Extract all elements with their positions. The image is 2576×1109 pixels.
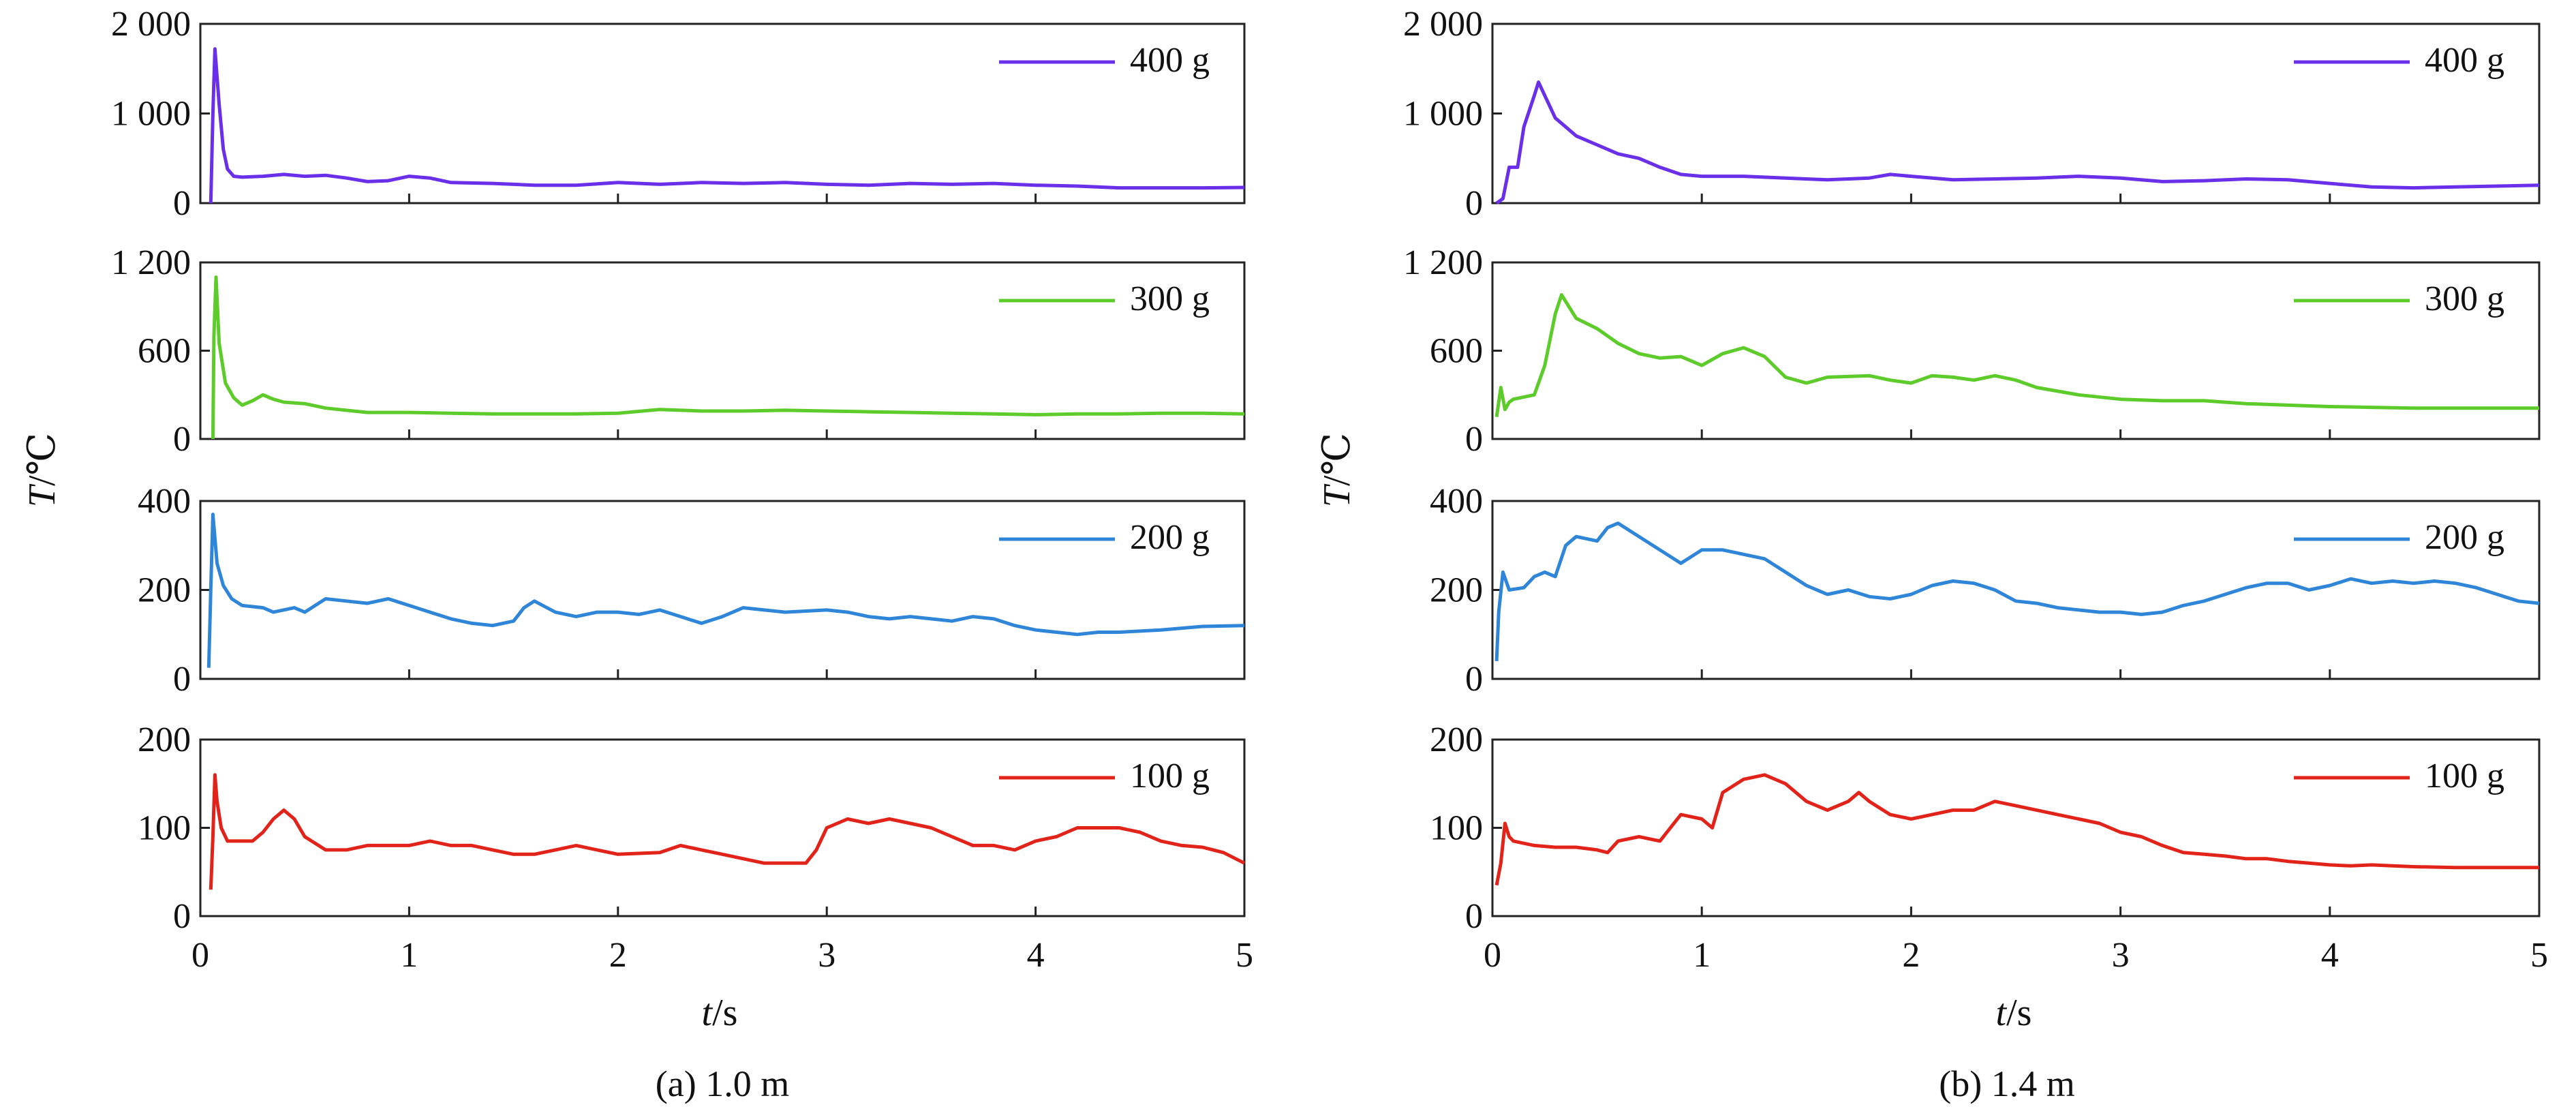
y-tick-label: 100 bbox=[1430, 809, 1483, 848]
y-tick-label: 0 bbox=[1465, 897, 1483, 936]
x-tick-label: 2 bbox=[609, 936, 627, 975]
y-tick-label: 0 bbox=[173, 660, 191, 699]
panel-frame bbox=[1491, 500, 2541, 680]
y-tick-label: 0 bbox=[173, 420, 191, 459]
y-tick-label: 200 bbox=[1430, 720, 1483, 759]
x-axis-title: t/s bbox=[1996, 992, 2032, 1034]
legend-label: 200 g bbox=[1130, 518, 1210, 557]
x-tick-label: 4 bbox=[2321, 936, 2339, 975]
series-line-300g bbox=[211, 275, 1245, 440]
y-tick-label: 200 bbox=[138, 720, 191, 759]
panel-frame bbox=[199, 22, 1246, 204]
panel-3: 0 100 200 100 g bbox=[1430, 720, 2541, 936]
legend-label: 200 g bbox=[2425, 518, 2504, 557]
y-tick-label: 0 bbox=[1465, 184, 1483, 223]
series-line-400g bbox=[1495, 80, 2540, 205]
y-tick-label: 200 bbox=[1430, 571, 1483, 610]
y-axis-variable: T bbox=[1316, 483, 1358, 507]
panel-2: 0 200 400 200 g bbox=[138, 482, 1246, 699]
x-tick-label: 5 bbox=[2530, 936, 2548, 975]
y-tick-label: 400 bbox=[1430, 482, 1483, 521]
y-tick-label: 1 000 bbox=[1403, 95, 1483, 134]
panel-frame bbox=[1491, 261, 2541, 440]
x-tick-label: 1 bbox=[1693, 936, 1711, 975]
panel-frame bbox=[1491, 738, 2541, 917]
legend-label: 100 g bbox=[2425, 757, 2504, 795]
legend-label: 300 g bbox=[1130, 279, 1210, 318]
x-tick-label: 2 bbox=[1902, 936, 1920, 975]
legend-label: 400 g bbox=[2425, 41, 2504, 80]
x-tick-label: 5 bbox=[1236, 936, 1253, 975]
legend-label: 400 g bbox=[1130, 41, 1210, 80]
y-axis-variable: T bbox=[21, 483, 63, 507]
y-tick-label: 1 200 bbox=[111, 243, 191, 282]
y-tick-label: 2 000 bbox=[1403, 5, 1483, 44]
panel-1: 0 600 1 200 300 g bbox=[111, 243, 1246, 459]
y-tick-label: 100 bbox=[138, 809, 191, 848]
legend-label: 300 g bbox=[2425, 279, 2504, 318]
y-axis-unit: /℃ bbox=[1316, 433, 1358, 486]
x-tick-label: 3 bbox=[2112, 936, 2130, 975]
subplot-caption: (a) 1.0 m bbox=[656, 1063, 789, 1104]
x-tick-label: 0 bbox=[1484, 936, 1501, 975]
x-axis-variable: t bbox=[1996, 992, 2008, 1034]
x-axis-title: t/s bbox=[702, 992, 738, 1034]
y-tick-label: 0 bbox=[173, 897, 191, 936]
y-tick-label: 2 000 bbox=[111, 5, 191, 44]
y-axis-title: T/℃ bbox=[21, 433, 63, 507]
y-tick-label: 1 000 bbox=[111, 95, 191, 134]
y-tick-label: 200 bbox=[138, 571, 191, 610]
panel-frame bbox=[1491, 22, 2541, 204]
y-tick-label: 1 200 bbox=[1403, 243, 1483, 282]
x-tick-label: 0 bbox=[191, 936, 209, 975]
panel-3: 0 100 200 100 g bbox=[138, 720, 1246, 936]
y-tick-label: 400 bbox=[138, 482, 191, 521]
y-tick-label: 0 bbox=[1465, 420, 1483, 459]
x-axis-variable: t bbox=[702, 992, 714, 1034]
y-axis-title: T/℃ bbox=[1316, 433, 1358, 507]
panel-2: 0 200 400 200 g bbox=[1430, 482, 2541, 699]
series-line-100g bbox=[1494, 773, 2539, 886]
subplot-caption: (b) 1.4 m bbox=[1939, 1063, 2074, 1104]
panel-0: 0 1 000 2 000 400 g bbox=[1403, 5, 2541, 223]
y-tick-label: 0 bbox=[173, 184, 191, 223]
panel-0: 0 1 000 2 000 400 g bbox=[111, 5, 1246, 223]
y-tick-label: 600 bbox=[138, 332, 191, 371]
legend-label: 100 g bbox=[1130, 757, 1210, 795]
series-line-100g bbox=[209, 773, 1246, 890]
panel-frame bbox=[199, 500, 1246, 680]
x-tick-label: 1 bbox=[400, 936, 418, 975]
series-line-400g bbox=[209, 47, 1245, 204]
y-tick-label: 0 bbox=[1465, 660, 1483, 699]
x-axis-unit: /s bbox=[2006, 992, 2031, 1034]
x-tick-label: 4 bbox=[1027, 936, 1045, 975]
panel-1: 0 600 1 200 300 g bbox=[1403, 243, 2541, 459]
y-axis-unit: /℃ bbox=[21, 433, 63, 486]
x-tick-label: 3 bbox=[818, 936, 835, 975]
y-tick-label: 600 bbox=[1430, 332, 1483, 371]
series-line-300g bbox=[1494, 293, 2539, 417]
series-line-200g bbox=[206, 513, 1245, 668]
x-axis-unit: /s bbox=[712, 992, 737, 1034]
series-line-200g bbox=[1494, 521, 2540, 662]
